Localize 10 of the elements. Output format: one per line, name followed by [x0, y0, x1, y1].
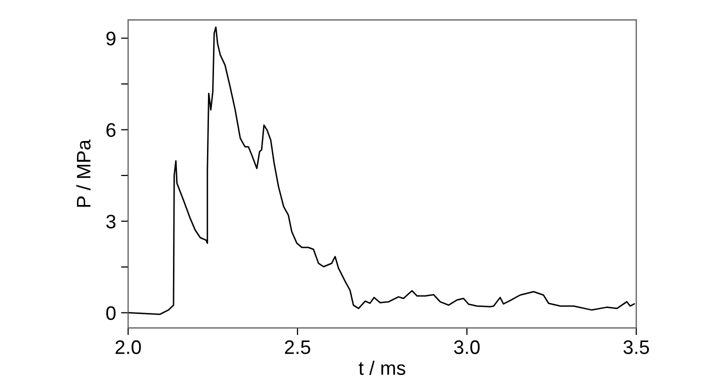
y-tick-label: 3	[106, 214, 116, 228]
x-tick-label: 3.5	[624, 340, 649, 354]
x-tick-label: 3.0	[454, 340, 480, 354]
y-tick-label: 6	[106, 123, 116, 137]
x-tick-label: 2.0	[116, 340, 141, 354]
x-axis-title: t / ms	[358, 360, 406, 375]
x-tick-label: 2.5	[284, 340, 310, 354]
y-tick-label: 9	[106, 32, 116, 46]
y-axis-title: P / MPa	[76, 140, 91, 207]
y-tick-label: 0	[106, 306, 116, 320]
